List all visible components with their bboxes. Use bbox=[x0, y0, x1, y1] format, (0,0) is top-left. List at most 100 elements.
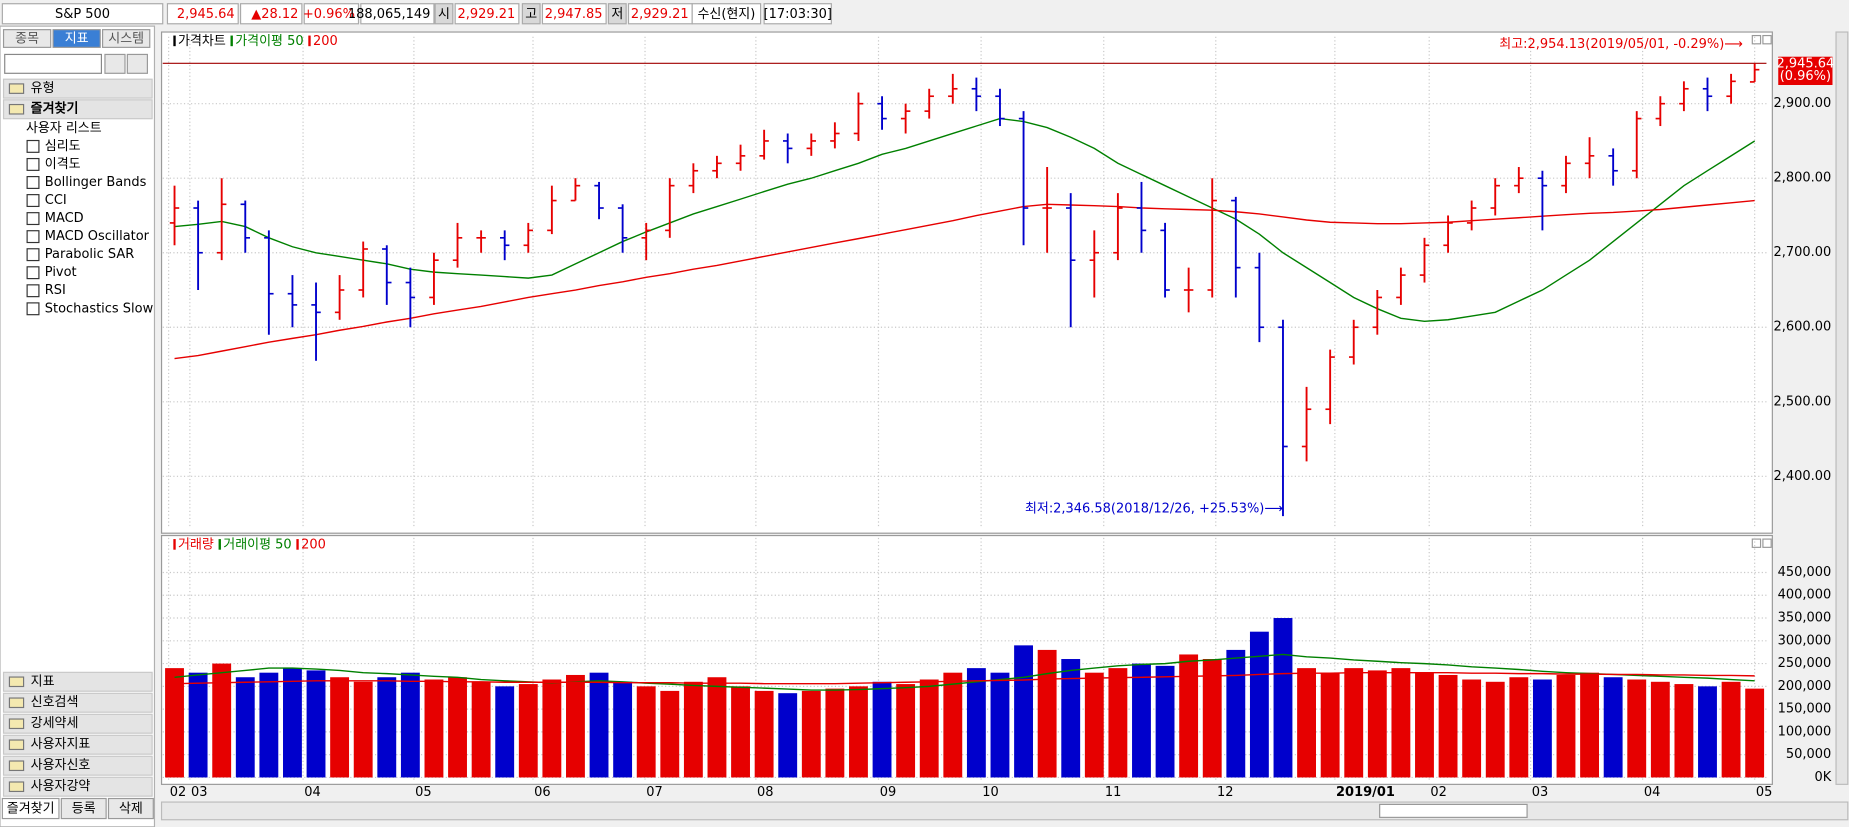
volume-bar bbox=[1014, 645, 1033, 778]
toolbar-status: 수신(현지) bbox=[697, 7, 755, 22]
moving-average bbox=[174, 117, 1756, 322]
scrollbar[interactable] bbox=[1835, 31, 1849, 785]
folder-icon bbox=[8, 83, 25, 94]
panel-button[interactable] bbox=[1751, 34, 1762, 45]
indicator-item: MACD bbox=[45, 211, 84, 226]
download-button[interactable] bbox=[126, 53, 148, 74]
moving-average bbox=[174, 199, 1755, 360]
h-scroll[interactable] bbox=[1379, 803, 1528, 818]
x-tick-label: 04 bbox=[304, 785, 321, 800]
bottom-tab[interactable] bbox=[107, 797, 154, 820]
group-header[interactable] bbox=[2, 713, 153, 734]
folder-icon bbox=[8, 760, 25, 772]
indicator-item: 심리도 bbox=[45, 139, 81, 154]
volume-bar bbox=[683, 681, 703, 778]
group-header[interactable] bbox=[2, 776, 153, 797]
y-tick-label: 250,000 bbox=[1778, 656, 1832, 671]
sidebar-tab-label: 시스템 bbox=[108, 32, 144, 47]
checkbox[interactable] bbox=[26, 176, 40, 189]
toolbar-cell bbox=[763, 3, 832, 25]
group-header[interactable] bbox=[2, 99, 153, 120]
volume-bar bbox=[330, 677, 350, 778]
volume-bar bbox=[966, 668, 986, 778]
volume-bar bbox=[872, 681, 892, 778]
indicator-item: Bollinger Bands bbox=[45, 175, 147, 190]
volume-bar bbox=[1132, 663, 1151, 778]
indicator-item: RSI bbox=[45, 283, 66, 298]
sidebar-tab[interactable] bbox=[52, 29, 101, 48]
toolbar-cell bbox=[607, 3, 627, 25]
volume-bar bbox=[1721, 681, 1741, 778]
panel-button[interactable] bbox=[1762, 34, 1772, 45]
volume-bar bbox=[1674, 684, 1694, 778]
indicator-item: MACD Oscillator bbox=[45, 229, 150, 244]
folder-icon bbox=[8, 739, 25, 751]
folder-icon bbox=[8, 697, 25, 709]
y-tick-label: 100,000 bbox=[1778, 724, 1832, 739]
checkbox[interactable] bbox=[26, 212, 40, 226]
checkbox[interactable] bbox=[26, 248, 40, 262]
panel-button[interactable] bbox=[1762, 538, 1772, 548]
volume-bar bbox=[1391, 668, 1411, 778]
panel-button[interactable] bbox=[1751, 538, 1762, 548]
y-tick-label: 2,700.00 bbox=[1774, 245, 1832, 260]
folder-icon bbox=[8, 676, 25, 688]
volume-bar bbox=[542, 679, 562, 778]
legend-label: 200 bbox=[301, 537, 326, 552]
bottom-tab[interactable] bbox=[60, 797, 107, 820]
group-label: 유형 bbox=[31, 81, 55, 96]
group-label: 사용자강약 bbox=[31, 779, 91, 794]
toolbar-time: [17:03:30] bbox=[764, 7, 832, 22]
volume-bar bbox=[448, 677, 467, 778]
group-label: 사용자신호 bbox=[31, 758, 91, 773]
volume-bar bbox=[235, 677, 255, 778]
sidebar-tab[interactable] bbox=[102, 29, 151, 48]
group-label: 즐겨찾기 bbox=[31, 101, 79, 117]
checkbox[interactable] bbox=[26, 266, 40, 280]
bottom-tab[interactable] bbox=[1, 797, 60, 820]
volume-bar bbox=[825, 688, 845, 778]
folder-icon bbox=[8, 718, 25, 730]
indicator-item: Stochastics Slow bbox=[45, 301, 154, 316]
last-price-label: 2,945.64 bbox=[1776, 56, 1834, 71]
group-header[interactable] bbox=[2, 692, 153, 713]
volume-bar bbox=[1249, 631, 1269, 778]
legend-label: 200 bbox=[313, 34, 338, 49]
volume-bar bbox=[1603, 677, 1623, 778]
group-header[interactable] bbox=[2, 671, 153, 692]
toolbar-open-label: 시 bbox=[438, 7, 450, 22]
volume-bar bbox=[471, 681, 491, 778]
legend-swatch bbox=[173, 35, 176, 47]
checkbox[interactable] bbox=[26, 194, 40, 208]
checkbox[interactable] bbox=[26, 284, 40, 298]
checkbox[interactable] bbox=[26, 302, 40, 316]
price-panel bbox=[160, 31, 1773, 534]
refresh-button[interactable] bbox=[104, 53, 126, 74]
volume-bar bbox=[1202, 659, 1222, 778]
toolbar-cell bbox=[521, 3, 541, 25]
x-tick-label: 2019/01 bbox=[1336, 785, 1395, 800]
group-header[interactable] bbox=[2, 78, 153, 99]
moving-average bbox=[174, 671, 1755, 685]
x-tick-label: 02 bbox=[170, 785, 187, 800]
volume-bar bbox=[1627, 679, 1647, 778]
group-header[interactable] bbox=[2, 734, 153, 755]
checkbox[interactable] bbox=[26, 230, 40, 244]
group-header[interactable] bbox=[2, 755, 153, 776]
volume-bar bbox=[1061, 659, 1081, 778]
checkbox[interactable] bbox=[26, 139, 40, 153]
checkbox[interactable] bbox=[26, 157, 40, 171]
legend-label: 가격이평 50 bbox=[235, 34, 303, 49]
volume-bar bbox=[1462, 679, 1482, 778]
volume-bar bbox=[1108, 668, 1128, 778]
moving-average bbox=[174, 653, 1755, 691]
last-price-tag bbox=[1778, 56, 1833, 85]
sidebar-tab[interactable] bbox=[2, 29, 52, 48]
volume-bar bbox=[731, 686, 750, 778]
list-title: 사용자 리스트 bbox=[26, 121, 102, 136]
volume-bar bbox=[660, 690, 680, 778]
x-tick-label: 08 bbox=[757, 785, 774, 800]
last-pct-label: (0.96%) bbox=[1780, 69, 1831, 84]
search-input[interactable] bbox=[4, 53, 103, 74]
volume-bar bbox=[424, 679, 444, 778]
